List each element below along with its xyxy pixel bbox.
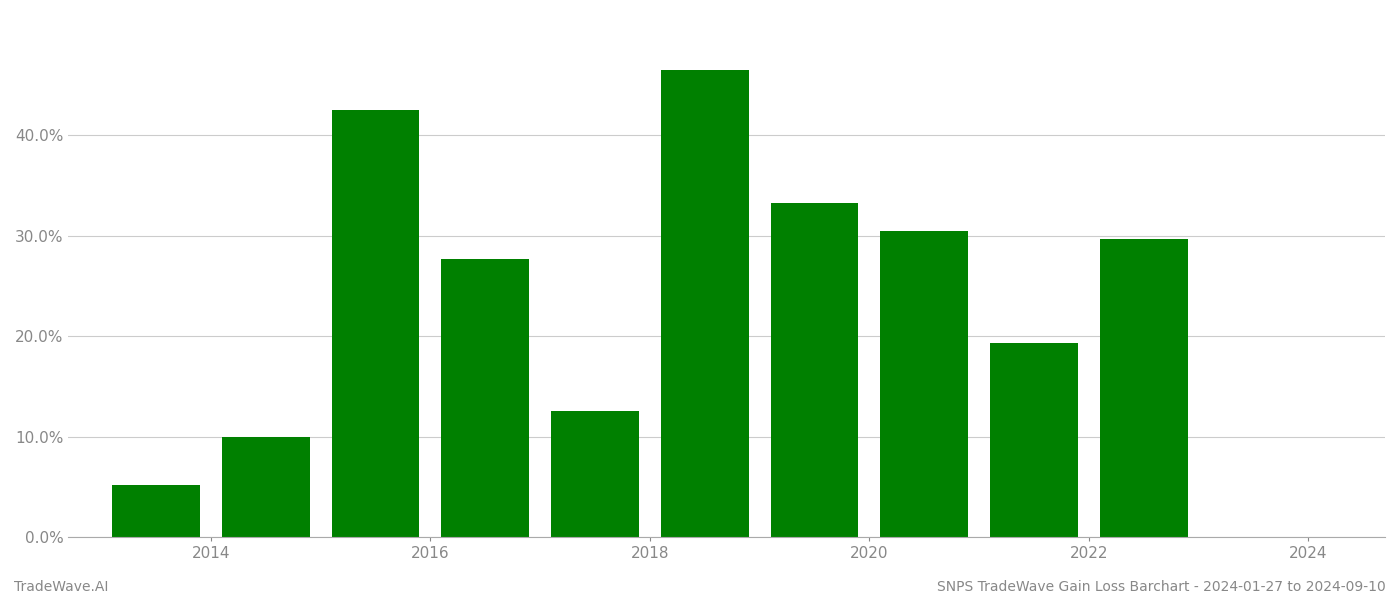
Bar [332, 110, 420, 537]
Bar [770, 203, 858, 537]
Text: SNPS TradeWave Gain Loss Barchart - 2024-01-27 to 2024-09-10: SNPS TradeWave Gain Loss Barchart - 2024… [937, 580, 1386, 594]
Bar [661, 70, 749, 537]
Text: TradeWave.AI: TradeWave.AI [14, 580, 108, 594]
Bar [881, 231, 967, 537]
Bar [112, 485, 200, 537]
Bar [552, 412, 638, 537]
Bar [990, 343, 1078, 537]
Bar [441, 259, 529, 537]
Bar [223, 437, 309, 537]
Bar [1100, 239, 1187, 537]
